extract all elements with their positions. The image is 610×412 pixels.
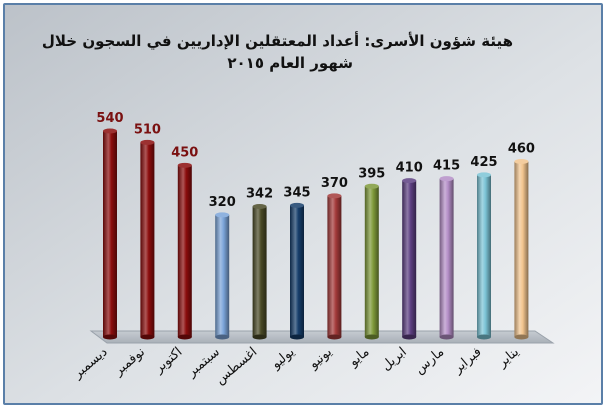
chart-floor xyxy=(89,330,555,344)
value-label: 345 xyxy=(283,185,310,200)
bar-base xyxy=(327,334,342,340)
chart-subtitle: شهور العام ٢٠١٥ xyxy=(227,54,353,72)
bar-base xyxy=(477,334,491,340)
value-label: 425 xyxy=(470,155,497,170)
chart-title: هيئة شؤون الأسرى: أعداد المعتقلين الإدار… xyxy=(42,31,513,50)
value-label: 450 xyxy=(171,145,198,160)
bar xyxy=(290,205,304,337)
bar-base xyxy=(439,334,454,340)
bar-cap xyxy=(177,162,192,168)
bar xyxy=(140,142,155,337)
bar xyxy=(439,178,454,337)
value-label: 342 xyxy=(246,187,273,202)
value-labels-group: 540 510 450 320 342 345 370 395 410 415 425 460 xyxy=(96,111,535,210)
chart-frame: هيئة شؤون الأسرى: أعداد المعتقلين الإدار… xyxy=(3,3,603,405)
bar xyxy=(402,180,417,337)
value-label: 540 xyxy=(96,111,123,126)
value-label: 320 xyxy=(209,195,236,210)
bar-cap xyxy=(215,212,230,218)
bar xyxy=(252,206,267,337)
bar-base xyxy=(215,334,230,340)
bar-base xyxy=(140,334,155,340)
bar xyxy=(477,174,491,337)
value-label: 415 xyxy=(433,159,460,174)
bar-cap xyxy=(514,159,529,165)
bar-chart: هيئة شؤون الأسرى: أعداد المعتقلين الإدار… xyxy=(5,5,601,403)
bar xyxy=(103,130,117,337)
bar-cap xyxy=(477,172,491,178)
bar-base xyxy=(177,334,192,340)
value-label: 460 xyxy=(508,142,535,157)
bar-cap xyxy=(140,139,155,145)
bar-cap xyxy=(364,183,379,189)
bar-cap xyxy=(290,202,304,208)
bar-base xyxy=(103,334,117,340)
bar-cap xyxy=(103,128,117,134)
bar xyxy=(215,214,230,337)
value-label: 395 xyxy=(358,166,385,181)
bars-group xyxy=(103,128,529,340)
bar xyxy=(177,165,192,337)
bar xyxy=(364,186,379,337)
bar-base xyxy=(514,334,529,340)
bar-cap xyxy=(439,176,454,182)
bar-base xyxy=(402,334,417,340)
bar-cap xyxy=(252,204,267,210)
bar-base xyxy=(252,334,267,340)
value-label: 370 xyxy=(321,176,348,191)
bar xyxy=(327,195,342,337)
bar xyxy=(514,161,529,337)
bar-cap xyxy=(327,193,342,199)
bar-cap xyxy=(402,178,417,184)
value-label: 510 xyxy=(134,122,161,137)
bar-base xyxy=(364,334,379,340)
bar-base xyxy=(290,334,304,340)
value-label: 410 xyxy=(396,161,423,176)
